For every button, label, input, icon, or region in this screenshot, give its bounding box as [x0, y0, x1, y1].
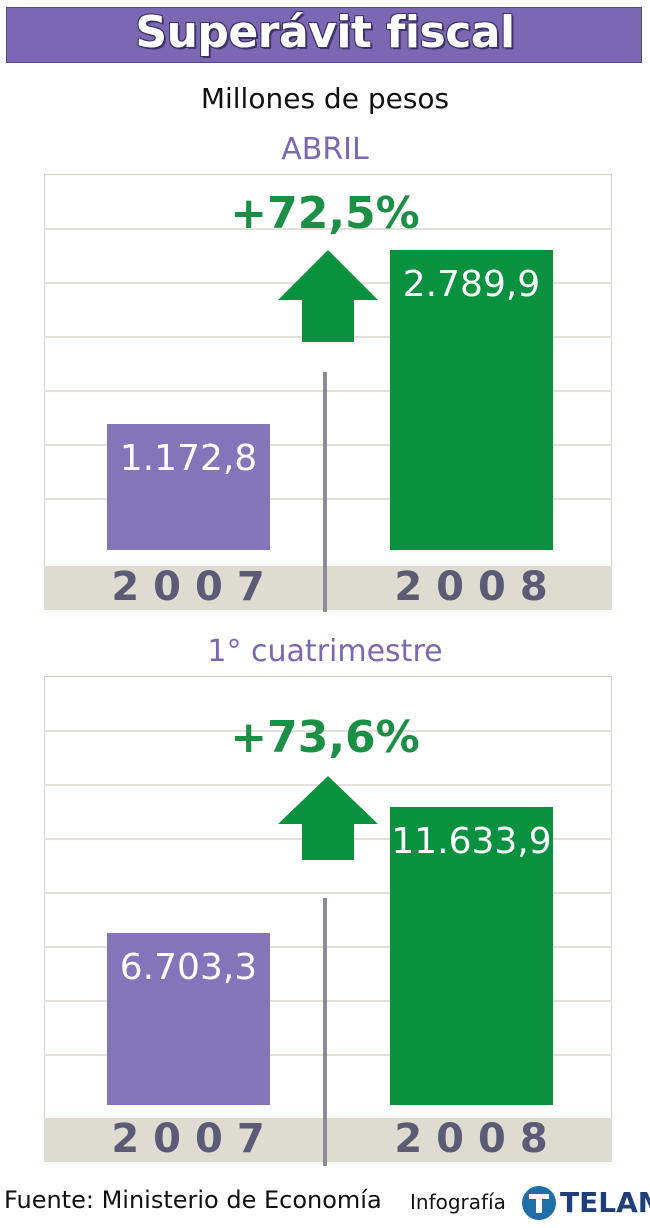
divider-line	[323, 1118, 327, 1166]
gridline	[44, 228, 612, 230]
telam-logo-icon	[522, 1186, 556, 1220]
tick-label-2007: 2007	[111, 564, 279, 610]
credit-label: Infografía	[410, 1190, 506, 1214]
divider-line	[323, 898, 327, 1166]
year-axis-band	[44, 566, 612, 610]
gridline	[44, 444, 612, 446]
bar-2008-cuatrimestre	[390, 807, 553, 1105]
gridline	[44, 946, 612, 948]
bar-2007-cuatrimestre	[107, 933, 270, 1105]
telam-logo-text: TELAM	[560, 1186, 650, 1219]
panel-title-cuatrimestre: 1° cuatrimestre	[207, 634, 443, 669]
change-label-abril: +72,5%	[230, 188, 420, 239]
panel-title-abril: ABRIL	[281, 132, 369, 167]
bar-value-2007-cuatrimestre: 6.703,3	[119, 947, 258, 988]
gridline	[44, 498, 612, 500]
bar-2007-abril	[107, 424, 270, 550]
change-label-cuatrimestre: +73,6%	[230, 712, 420, 763]
gridline	[44, 892, 612, 894]
gridline	[44, 1000, 612, 1002]
tick-label-2008: 2008	[394, 1116, 562, 1162]
gridline	[44, 730, 612, 732]
source-note: Fuente: Ministerio de Economía	[4, 1186, 382, 1214]
bar-value-2007-abril: 1.172,8	[119, 438, 258, 479]
gridline	[44, 1054, 612, 1056]
divider-line	[323, 566, 327, 610]
title-bar	[6, 7, 642, 63]
chart-subtitle: Millones de pesos	[200, 82, 450, 115]
bar-2008-abril	[390, 250, 553, 550]
chart-title: Superávit fiscal	[135, 7, 515, 58]
tick-label-2008: 2008	[394, 564, 562, 610]
bar-value-2008-cuatrimestre: 11.633,9	[391, 821, 552, 862]
up-arrow-icon	[278, 250, 378, 342]
tick-label-2007: 2007	[111, 1116, 279, 1162]
gridline	[44, 390, 612, 392]
divider-line	[323, 372, 327, 612]
bar-value-2008-abril: 2.789,9	[402, 264, 541, 305]
year-axis-band	[44, 1118, 612, 1162]
up-arrow-icon	[278, 776, 378, 860]
